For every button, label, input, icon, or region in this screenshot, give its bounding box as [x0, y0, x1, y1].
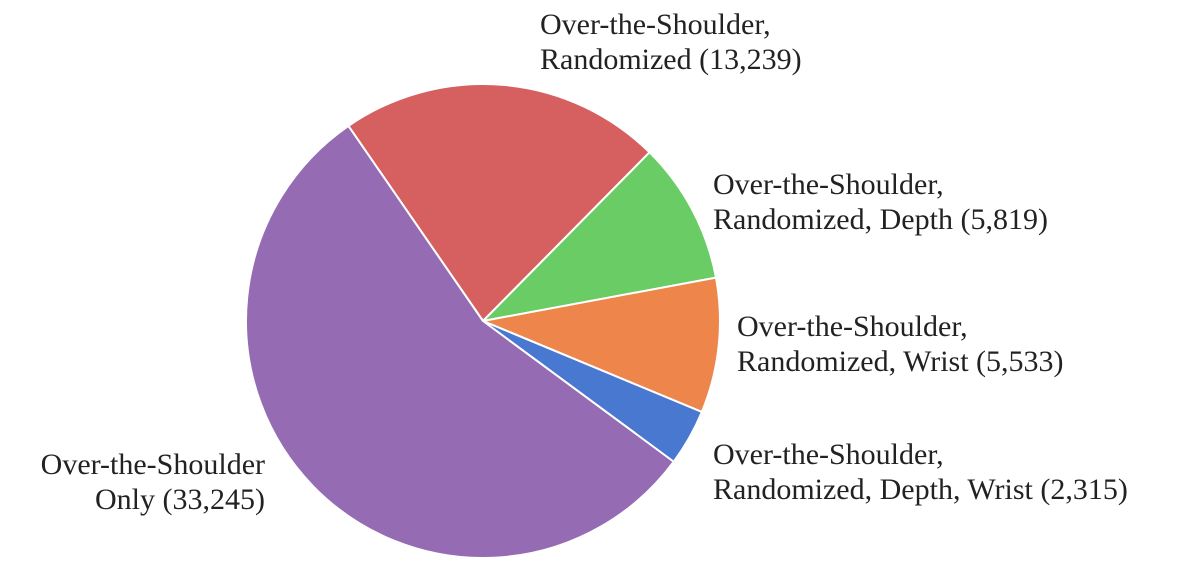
- pie-wedge: [245, 124, 675, 559]
- label-line: Over-the-Shoulder: [41, 448, 265, 481]
- label-line: Randomized, Wrist: [737, 345, 969, 378]
- value-label: (5,819): [960, 203, 1047, 236]
- value-label: (2,315): [1040, 473, 1127, 506]
- label-line: Over-the-Shoulder,: [713, 438, 944, 471]
- value-label: (33,245): [163, 483, 265, 516]
- wedge-label: Over-the-Shoulder, Randomized, Wrist (5,5…: [737, 310, 1064, 378]
- label-line: Randomized, Depth, Wrist: [713, 473, 1034, 506]
- label-line: Randomized: [540, 43, 692, 76]
- value-label: (5,533): [976, 345, 1063, 378]
- label-line: Over-the-Shoulder,: [540, 8, 771, 41]
- wedge-label: Over-the-Shoulder, Randomized (13,239): [540, 8, 802, 76]
- label-line: Over-the-Shoulder,: [713, 168, 944, 201]
- label-space: [969, 345, 977, 378]
- label-line: Randomized, Depth: [713, 203, 953, 236]
- pie-wedge: [347, 83, 651, 322]
- label-space: [953, 203, 961, 236]
- label-space: [692, 43, 700, 76]
- wedge-label: Over-the-Shoulder, Randomized, Depth (5,8…: [713, 168, 1048, 236]
- wedge-label: Over-the-Shoulder Only (33,245): [41, 448, 265, 516]
- label-space: [1033, 473, 1041, 506]
- label-line: Over-the-Shoulder,: [737, 310, 968, 343]
- label-line: Only: [95, 483, 155, 516]
- pie-wedge: [482, 276, 721, 413]
- label-space: [155, 483, 163, 516]
- wedge-label: Over-the-Shoulder, Randomized, Depth, Wri…: [713, 438, 1128, 506]
- value-label: (13,239): [699, 43, 801, 76]
- pie-wedge: [482, 151, 718, 322]
